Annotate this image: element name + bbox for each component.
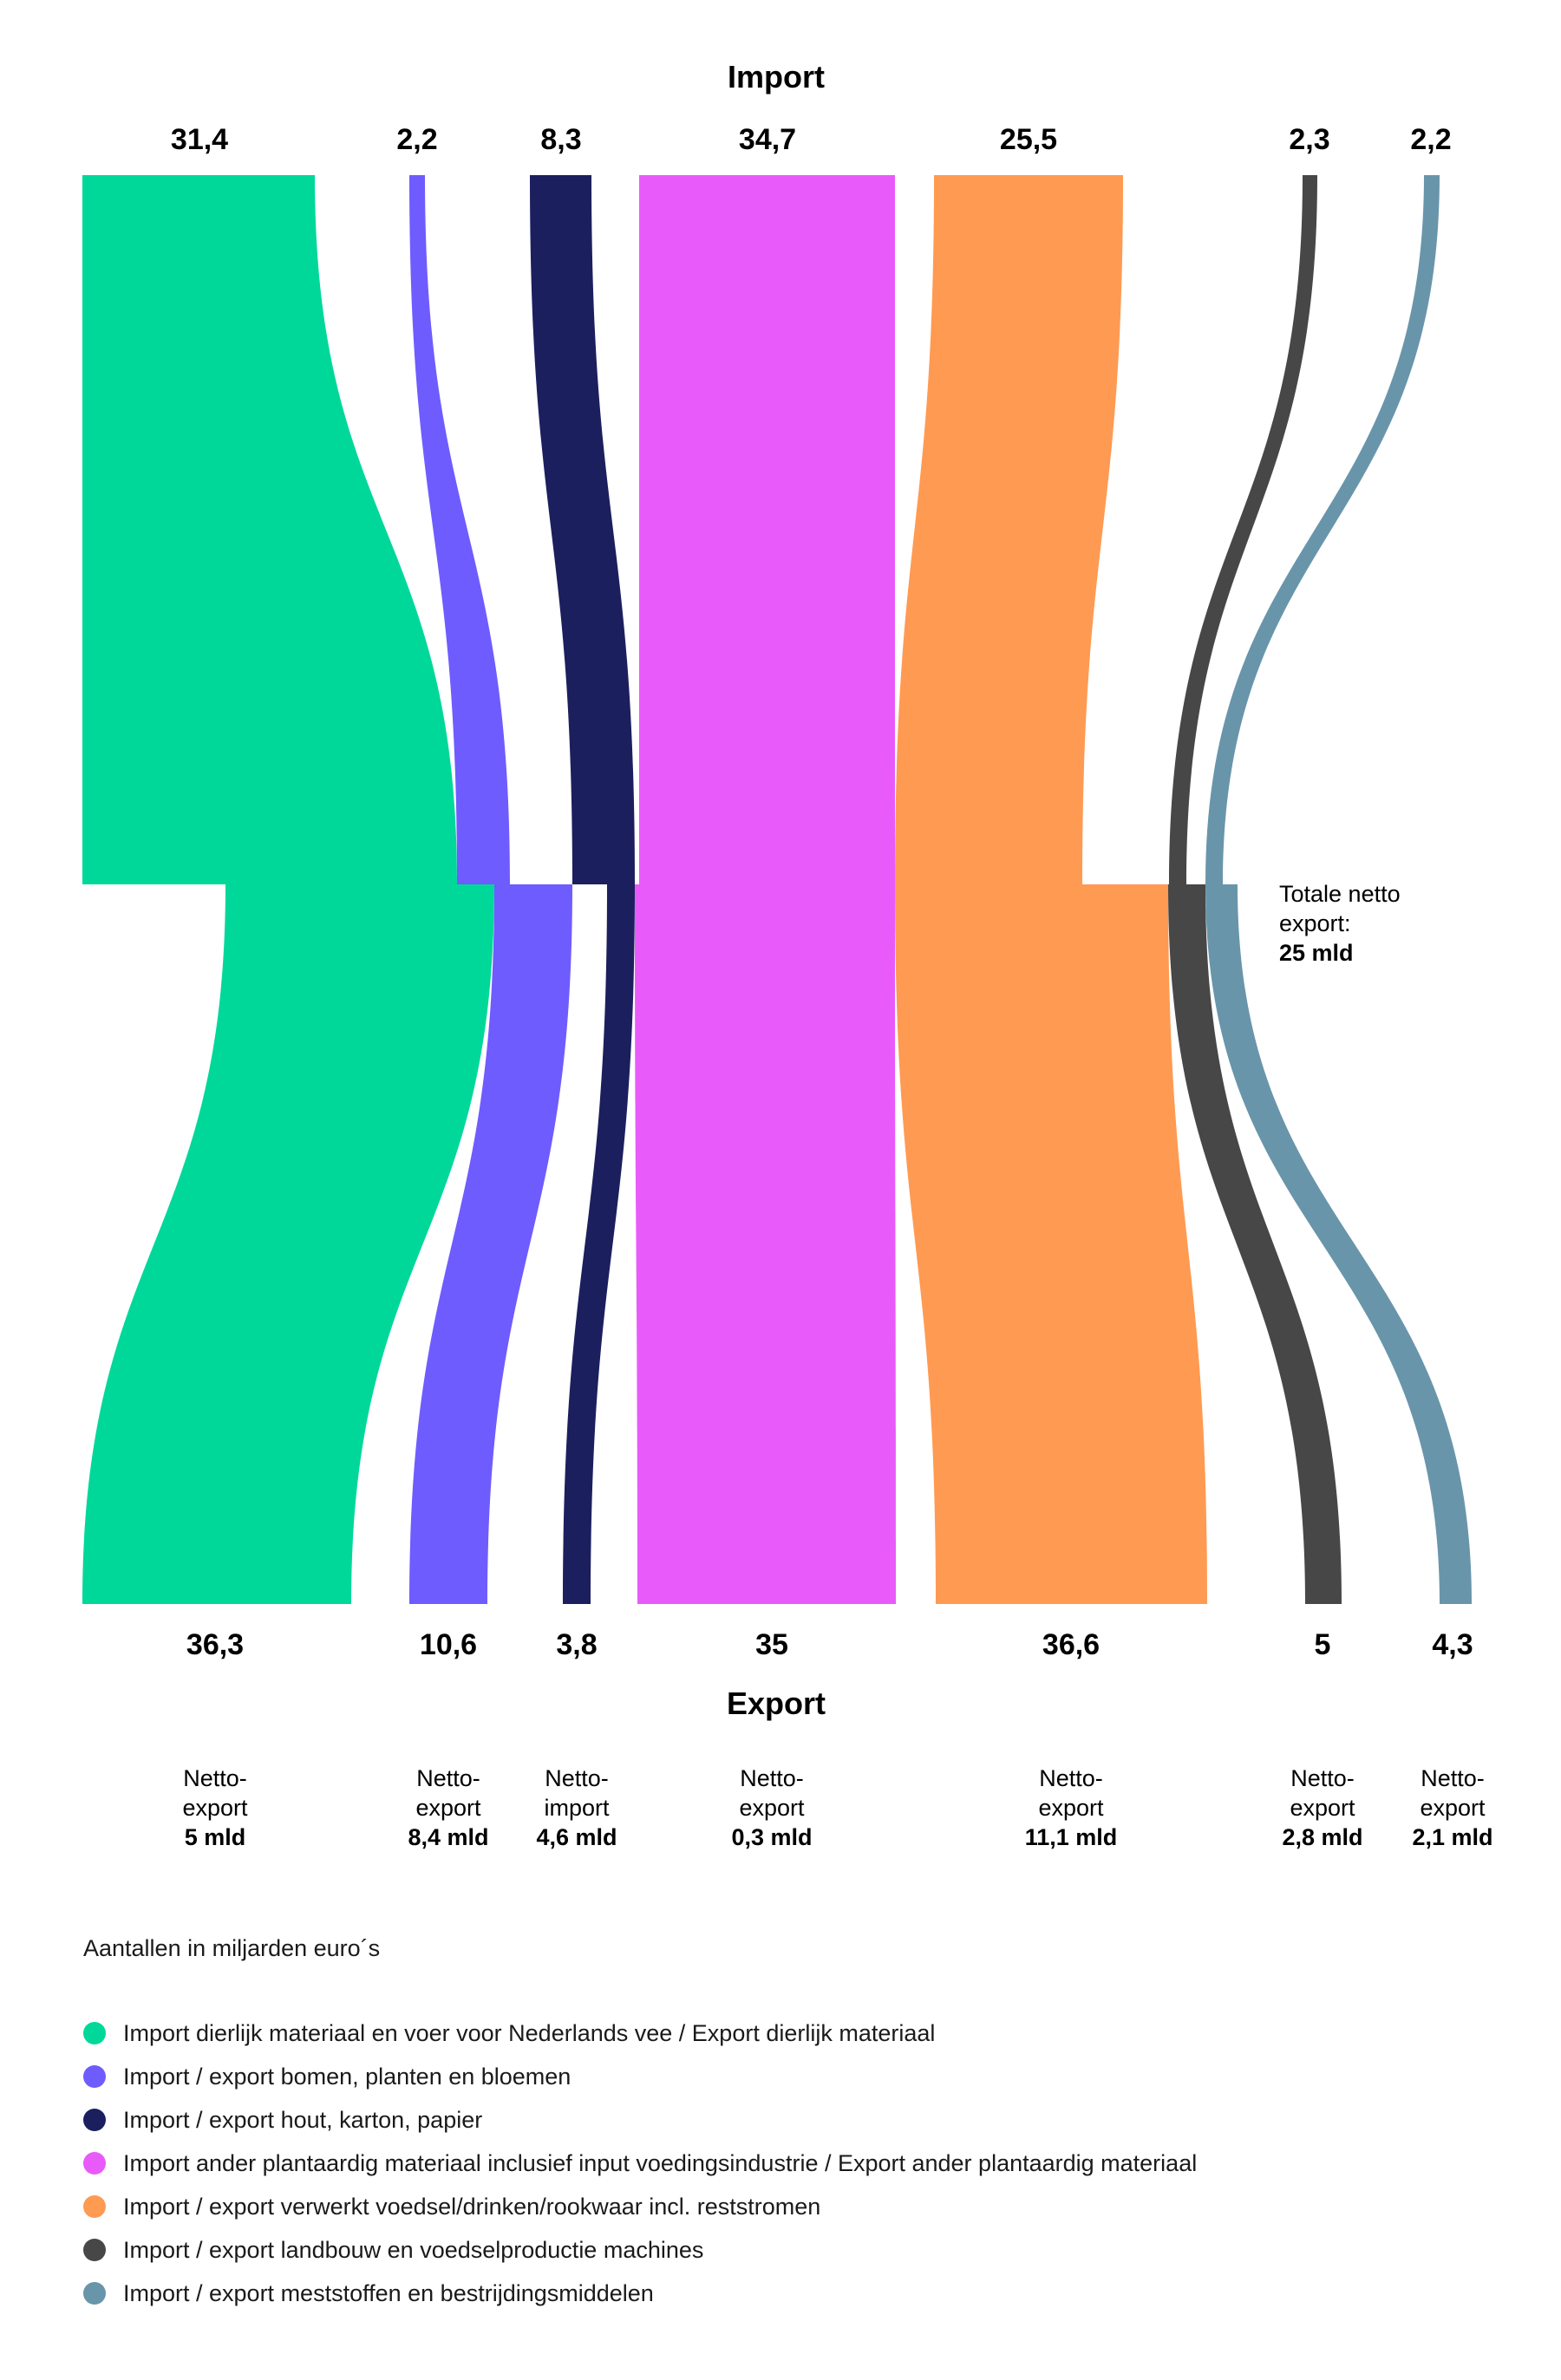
export-value-label-7: 4,3 [1432,1628,1473,1661]
legend-dot-icon [83,2109,106,2131]
legend-item: Import / export meststoffen en bestrijdi… [83,2272,1197,2315]
export-value-label-4: 35 [755,1628,788,1661]
net-label-line1-4: Netto- [740,1765,804,1791]
export-band-3 [563,884,635,1604]
import-heading: Import [728,59,825,95]
net-label-line2-2: export [415,1795,481,1821]
net-label-line2-7: export [1420,1795,1486,1821]
legend-label: Import / export bomen, planten en bloeme… [123,2063,571,2090]
net-label-line1-6: Netto- [1290,1765,1355,1791]
net-label-line2-5: export [1038,1795,1104,1821]
import-value-label-5: 25,5 [1000,123,1057,156]
net-label-line2-4: export [739,1795,805,1821]
import-band-2 [409,175,510,884]
legend-item: Import / export landbouw en voedselprodu… [83,2228,1197,2272]
legend-label: Import / export hout, karton, papier [123,2106,483,2133]
export-value-label-6: 5 [1315,1628,1331,1661]
net-label-line1-2: Netto- [416,1765,480,1791]
export-band-5 [895,884,1207,1604]
legend-item: Import dierlijk materiaal en voer voor N… [83,2012,1197,2055]
import-band-7 [1205,175,1440,884]
legend-label: Import ander plantaardig materiaal inclu… [123,2149,1198,2176]
export-value-label-3: 3,8 [556,1628,597,1661]
legend-dot-icon [83,2065,106,2088]
total-net-line1: Totale netto [1279,881,1401,907]
export-band-7 [1205,884,1472,1604]
units-note: Aantallen in miljarden euro´s [83,1935,381,1961]
import-value-label-3: 8,3 [540,123,581,156]
legend-item: Import / export hout, karton, papier [83,2098,1197,2142]
import-value-label-7: 2,2 [1410,123,1451,156]
export-heading: Export [727,1686,826,1721]
legend-dot-icon [83,2022,106,2044]
net-value-3: 4,6 mld [536,1824,617,1850]
legend-item: Import / export bomen, planten en bloeme… [83,2055,1197,2098]
export-band-4 [635,884,896,1604]
total-net-value: 25 mld [1279,940,1354,966]
net-label-line2-1: export [182,1795,248,1821]
import-band-6 [1169,175,1317,884]
net-value-5: 11,1 mld [1025,1824,1118,1850]
import-value-label-1: 31,4 [171,123,228,156]
import-band-5 [895,175,1123,884]
net-label-line2-6: export [1290,1795,1355,1821]
legend-label: Import / export landbouw en voedselprodu… [123,2236,704,2263]
legend-dot-icon [83,2195,106,2218]
legend: Import dierlijk materiaal en voer voor N… [83,2012,1197,2315]
import-value-label-6: 2,3 [1289,123,1329,156]
export-band-2 [409,884,572,1604]
total-net-line2: export: [1279,910,1351,936]
legend-dot-icon [83,2282,106,2305]
import-band-1 [82,175,457,884]
net-label-line1-7: Netto- [1421,1765,1485,1791]
net-label-line1-1: Netto- [183,1765,247,1791]
net-label-line1-5: Netto- [1039,1765,1103,1791]
total-net-export: Totale netto export: 25 mld [1279,881,1401,966]
legend-dot-icon [83,2152,106,2175]
net-value-7: 2,1 mld [1412,1824,1492,1850]
export-value-label-2: 10,6 [420,1628,477,1661]
export-band-1 [82,884,494,1604]
export-value-label-5: 36,6 [1042,1628,1100,1661]
net-label-line2-3: import [544,1795,610,1821]
net-label-line1-3: Netto- [545,1765,609,1791]
import-band-3 [530,175,635,884]
net-value-2: 8,4 mld [408,1824,488,1850]
import-value-label-4: 34,7 [739,123,796,156]
net-value-6: 2,8 mld [1282,1824,1362,1850]
import-value-label-2: 2,2 [396,123,437,156]
net-value-1: 5 mld [185,1824,246,1850]
value-labels: 31,4 36,3 Netto-export 5 mld 2,2 10,6 Netto-ex… [171,123,1493,1850]
legend-item: Import ander plantaardig materiaal inclu… [83,2142,1197,2185]
legend-dot-icon [83,2239,106,2261]
export-band-6 [1168,884,1342,1604]
net-value-4: 0,3 mld [731,1824,812,1850]
legend-label: Import / export meststoffen en bestrijdi… [123,2279,654,2306]
export-value-label-1: 36,3 [186,1628,244,1661]
import-band-4 [639,175,895,884]
legend-label: Import / export verwerkt voedsel/drinken… [123,2193,821,2220]
flow-bands [82,175,1472,1604]
legend-label: Import dierlijk materiaal en voer voor N… [123,2019,936,2046]
legend-item: Import / export verwerkt voedsel/drinken… [83,2185,1197,2228]
